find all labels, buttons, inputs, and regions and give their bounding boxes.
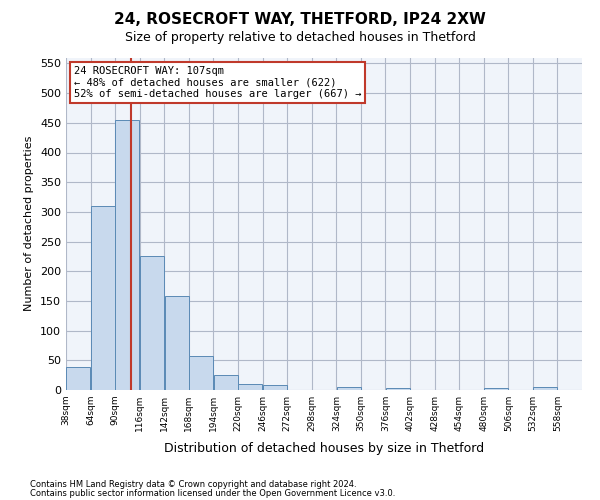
Text: 24 ROSECROFT WAY: 107sqm
← 48% of detached houses are smaller (622)
52% of semi-: 24 ROSECROFT WAY: 107sqm ← 48% of detach… [74,66,361,99]
Bar [164,296,188,390]
Bar [484,388,508,390]
Bar [533,387,557,390]
Bar [91,206,115,390]
Bar [337,387,361,390]
Text: Size of property relative to detached houses in Thetford: Size of property relative to detached ho… [125,31,475,44]
Bar [238,384,262,390]
Text: 24, ROSECROFT WAY, THETFORD, IP24 2XW: 24, ROSECROFT WAY, THETFORD, IP24 2XW [114,12,486,28]
X-axis label: Distribution of detached houses by size in Thetford: Distribution of detached houses by size … [164,442,484,456]
Bar [263,385,287,390]
Bar [189,356,213,390]
Text: Contains public sector information licensed under the Open Government Licence v3: Contains public sector information licen… [30,488,395,498]
Text: Contains HM Land Registry data © Crown copyright and database right 2024.: Contains HM Land Registry data © Crown c… [30,480,356,489]
Bar [66,368,91,390]
Bar [140,256,164,390]
Bar [115,120,139,390]
Bar [386,388,410,390]
Y-axis label: Number of detached properties: Number of detached properties [25,136,34,312]
Bar [214,375,238,390]
